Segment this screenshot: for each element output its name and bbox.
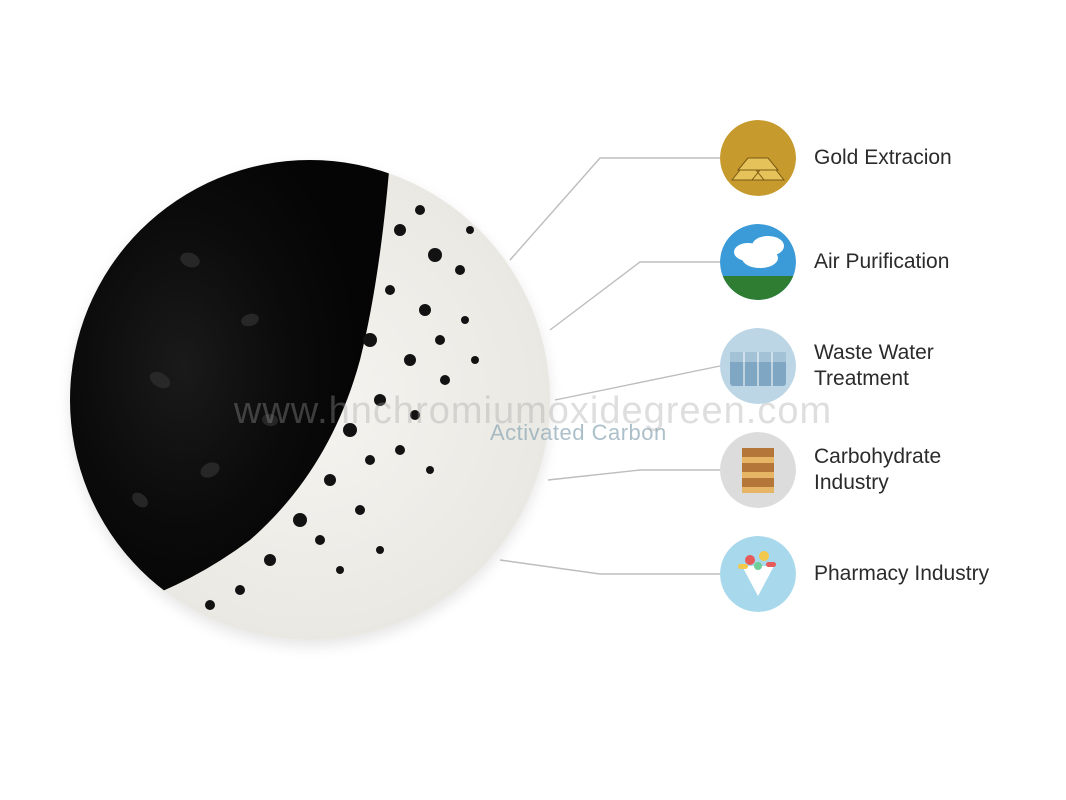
app-label: Carbohydrate Industry [814, 444, 1014, 497]
app-label: Waste Water Treatment [814, 340, 1014, 393]
applications-list: Gold Extracion Air Purification [720, 120, 1014, 612]
app-label: Air Purification [814, 249, 949, 275]
app-item-water: Waste Water Treatment [720, 328, 1014, 404]
pharm-icon [720, 536, 796, 612]
app-item-air: Air Purification [720, 224, 1014, 300]
app-label: Gold Extracion [814, 145, 952, 171]
gold-icon [720, 120, 796, 196]
product-name-label: Activated Carbon [490, 420, 667, 446]
air-icon [720, 224, 796, 300]
carb-icon [720, 432, 796, 508]
app-item-gold: Gold Extracion [720, 120, 1014, 196]
app-item-carb: Carbohydrate Industry [720, 432, 1014, 508]
app-label: Pharmacy Industry [814, 561, 989, 587]
app-item-pharm: Pharmacy Industry [720, 536, 1014, 612]
carbon-granules-visual [70, 160, 550, 640]
main-product-circle [70, 160, 550, 640]
water-icon [720, 328, 796, 404]
